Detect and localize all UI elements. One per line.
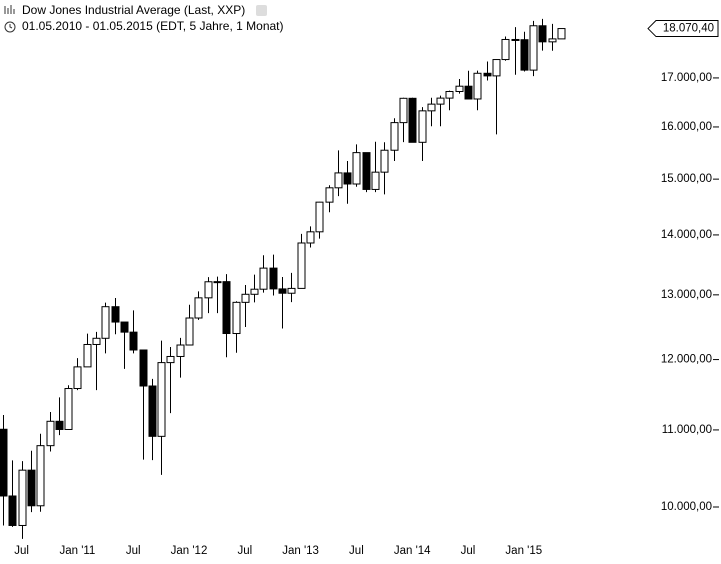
candle-body bbox=[548, 38, 557, 43]
last-price-tag bbox=[647, 20, 719, 38]
candle-body bbox=[213, 281, 222, 284]
candle-body bbox=[222, 281, 231, 335]
candle-body bbox=[418, 110, 427, 143]
candle-body bbox=[297, 242, 306, 289]
y-tick-label: 14.000,00 bbox=[661, 229, 712, 241]
candle-body bbox=[27, 469, 36, 507]
x-tick-label: Jan '14 bbox=[394, 545, 431, 557]
candle-body bbox=[557, 28, 566, 40]
candle-body bbox=[511, 38, 520, 41]
candle-body bbox=[101, 306, 110, 339]
candle-body bbox=[445, 91, 454, 99]
candle-body bbox=[36, 445, 45, 507]
candle-body bbox=[399, 97, 408, 124]
candle-body bbox=[157, 362, 166, 437]
clock-hand bbox=[9, 24, 13, 29]
y-tick-label: 17.000,00 bbox=[661, 72, 712, 84]
candle-body bbox=[325, 187, 334, 203]
candle-body bbox=[204, 281, 213, 299]
clock-icon bbox=[4, 21, 16, 33]
candle-body bbox=[269, 267, 278, 290]
candle-body bbox=[343, 172, 352, 185]
candle-body bbox=[538, 25, 547, 43]
candle-body bbox=[129, 331, 138, 351]
candle-body bbox=[362, 152, 371, 190]
candle-body bbox=[8, 495, 17, 526]
candle-body bbox=[194, 297, 203, 319]
x-tick-label: Jul bbox=[461, 545, 476, 557]
chart-icon bbox=[4, 5, 15, 14]
candle-body bbox=[306, 231, 315, 244]
candle-body bbox=[176, 344, 185, 357]
y-tick-label: 10.000,00 bbox=[661, 501, 712, 513]
y-tick-label: 16.000,00 bbox=[661, 121, 712, 133]
candle-body bbox=[73, 366, 82, 390]
chart-subtitle: 01.05.2010 - 01.05.2015 (EDT, 5 Jahre, 1… bbox=[22, 19, 284, 33]
x-tick-label: Jan '11 bbox=[59, 545, 95, 557]
candle-body bbox=[64, 388, 73, 430]
candle-body bbox=[455, 85, 464, 93]
candle-body bbox=[380, 149, 389, 173]
candle-body bbox=[166, 355, 175, 364]
candle-body bbox=[334, 172, 343, 189]
y-tick-label: 11.000,00 bbox=[662, 424, 712, 436]
candle-body bbox=[427, 103, 436, 112]
candle-body bbox=[464, 85, 473, 100]
x-tick-label: Jul bbox=[349, 545, 364, 557]
chart-title: Dow Jones Industrial Average (Last, XXP) bbox=[22, 3, 245, 17]
candle-body bbox=[148, 385, 157, 437]
candle-body bbox=[436, 97, 445, 105]
candle-body bbox=[501, 38, 510, 61]
candle-body bbox=[371, 171, 380, 190]
y-tick-label: 12.000,00 bbox=[661, 354, 712, 366]
candle-body bbox=[0, 428, 8, 497]
candle-body bbox=[483, 72, 492, 77]
candle-body bbox=[259, 267, 268, 290]
candle-body bbox=[492, 59, 501, 77]
x-tick-label: Jan '12 bbox=[171, 545, 208, 557]
candle-body bbox=[92, 337, 101, 345]
last-price-label: 18.070,40 bbox=[663, 23, 714, 35]
x-tick-label: Jul bbox=[126, 545, 141, 557]
candle-body bbox=[83, 343, 92, 368]
candle-body bbox=[287, 287, 296, 294]
candle-body bbox=[315, 201, 324, 233]
candle-body bbox=[55, 420, 64, 430]
candle-body bbox=[18, 469, 27, 526]
candle-body bbox=[250, 288, 259, 295]
candle-body bbox=[278, 288, 287, 294]
candle-body bbox=[390, 122, 399, 151]
candle-body bbox=[473, 72, 482, 100]
candle-body bbox=[232, 301, 241, 335]
candle-body bbox=[185, 317, 194, 346]
candle-body bbox=[408, 97, 417, 143]
candle-body bbox=[352, 152, 361, 185]
candle-body bbox=[120, 321, 129, 333]
candle-body bbox=[139, 349, 148, 387]
x-tick-label: Jul bbox=[237, 545, 252, 557]
candle-body bbox=[520, 39, 529, 71]
y-tick-label: 15.000,00 bbox=[661, 173, 712, 185]
candle-body bbox=[111, 306, 120, 323]
candle-body bbox=[46, 420, 55, 447]
y-tick-label: 13.000,00 bbox=[661, 289, 712, 301]
info-icon[interactable] bbox=[256, 5, 267, 16]
x-tick-label: Jan '13 bbox=[282, 545, 319, 557]
candle-body bbox=[529, 25, 538, 71]
x-tick-label: Jan '15 bbox=[505, 545, 542, 557]
candle-body bbox=[241, 293, 250, 303]
x-tick-label: Jul bbox=[14, 545, 29, 557]
